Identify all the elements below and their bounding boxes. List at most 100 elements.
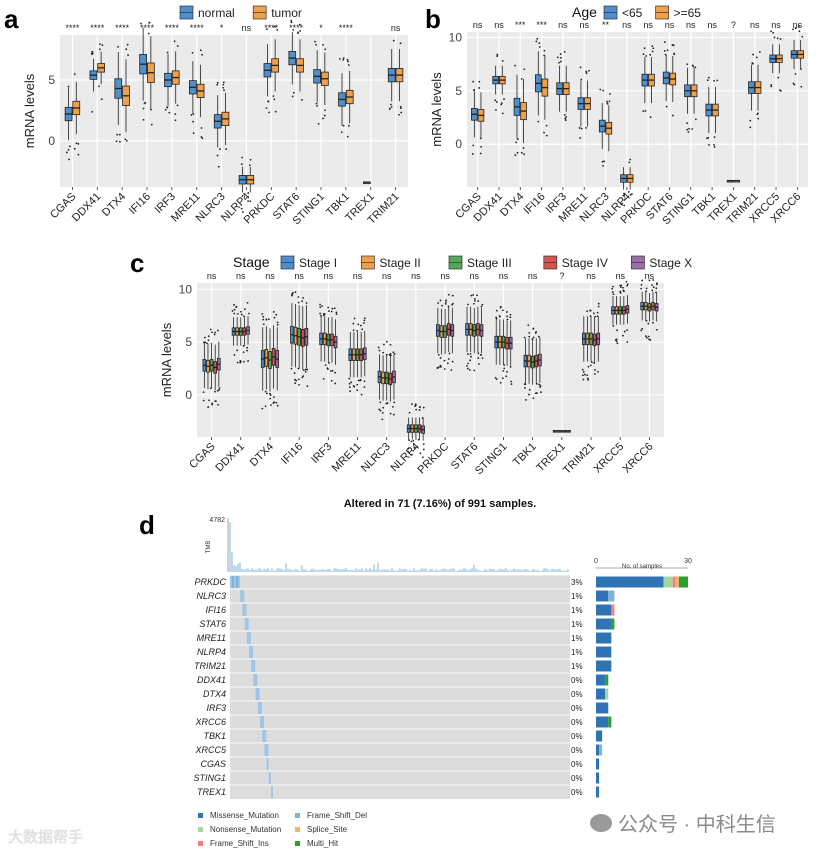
box-outlier [218, 388, 220, 391]
tmb-axis-label: TMB [206, 541, 212, 554]
box-outlier [216, 389, 219, 392]
box-outlier [580, 78, 583, 81]
box-outlier [451, 360, 454, 363]
x-tick-label: STING1 [473, 441, 510, 478]
box-outlier [359, 378, 362, 381]
significance-label: **** [264, 23, 279, 33]
box-outlier [331, 307, 334, 310]
gene-label-irf3: IRF3 [206, 703, 226, 713]
box-outlier [381, 418, 384, 421]
oncoplot-legend-swatch [198, 813, 203, 818]
box-outlier [217, 403, 219, 406]
significance-label: ns [558, 20, 568, 30]
oncoplot-legend-swatch [198, 827, 203, 832]
box-outlier [261, 407, 264, 410]
significance-label: ns [615, 271, 625, 281]
box-outlier [321, 305, 323, 307]
box-outlier [628, 161, 631, 164]
box-outlier [247, 360, 249, 362]
box-outlier [645, 55, 648, 57]
box-outlier [330, 310, 333, 313]
watermark-left-text: 大数据帮手 [8, 829, 84, 846]
box-outlier [501, 59, 504, 62]
box-outlier [612, 285, 614, 288]
box-outlier [523, 383, 526, 385]
box-outlier [495, 108, 497, 111]
box-outlier [235, 305, 238, 308]
box-outlier [399, 105, 402, 108]
box-outlier [233, 354, 236, 356]
box-outlier [392, 351, 395, 354]
box-outlier [294, 378, 296, 381]
box-outlier [450, 369, 453, 371]
box-outlier [203, 336, 206, 339]
box-outlier [509, 366, 512, 368]
box-outlier [481, 357, 484, 360]
box-outlier [148, 21, 151, 24]
box-outlier [272, 95, 275, 98]
box-outlier [770, 85, 773, 88]
box-outlier [645, 336, 648, 339]
box-outlier [612, 325, 615, 327]
box-outlier [627, 191, 630, 193]
box-outlier [749, 126, 752, 129]
box-outlier [640, 329, 643, 332]
y-tick-label: 0 [185, 388, 192, 402]
y-tick-label: 5 [455, 84, 462, 98]
box-outlier [267, 318, 270, 321]
box-outlier [648, 279, 651, 282]
box-outlier [399, 42, 402, 45]
box-outlier [556, 56, 559, 59]
box-outlier [520, 77, 523, 80]
box-outlier [506, 315, 509, 318]
box-outlier [118, 133, 121, 136]
mutation-cell [240, 590, 243, 602]
box-outlier [330, 370, 332, 372]
box-outlier [539, 384, 542, 387]
gene-percent: 1% [571, 662, 583, 671]
box-outlier [528, 388, 531, 391]
box-outlier [506, 318, 509, 321]
gene-label-tbk1: TBK1 [203, 731, 226, 741]
box-outlier [269, 404, 272, 407]
count-bar-prkdc-multi [678, 576, 688, 588]
oncoplot-legend-swatch [295, 827, 300, 832]
panel-letter-a: a [4, 4, 19, 34]
box-outlier [176, 45, 179, 47]
box-outlier [640, 287, 643, 290]
box-outlier [583, 373, 586, 376]
box-outlier [117, 45, 119, 48]
tmb-max-label: 4782 [209, 517, 225, 524]
box-outlier [626, 283, 629, 286]
gene-percent: 0% [571, 690, 583, 699]
box-outlier [532, 327, 535, 330]
box-outlier [392, 405, 394, 408]
box-outlier [672, 114, 674, 117]
box-outlier [192, 120, 194, 123]
box-outlier [481, 303, 484, 306]
box-outlier [347, 64, 350, 66]
box-outlier [776, 37, 779, 40]
significance-label: ** [602, 20, 610, 30]
box-outlier [590, 361, 593, 364]
box-outlier [363, 380, 366, 383]
box-outlier [500, 102, 503, 105]
box-outlier [655, 287, 658, 290]
box-outlier [262, 323, 265, 326]
mutation-cell [266, 758, 269, 770]
box-outlier [603, 160, 606, 163]
box-outlier [602, 164, 605, 167]
mutation-cell [236, 576, 238, 588]
mutation-cell [255, 674, 258, 686]
panel-letter-b: b [425, 4, 441, 34]
box-outlier [265, 28, 268, 31]
box-outlier [68, 145, 71, 148]
mutation-cell [266, 744, 269, 756]
box-outlier [645, 290, 648, 293]
box-outlier [473, 299, 476, 302]
box-outlier [476, 294, 478, 297]
box-outlier [297, 301, 300, 304]
box-outlier [523, 336, 526, 339]
box-outlier [581, 368, 584, 371]
box-outlier [582, 374, 584, 377]
